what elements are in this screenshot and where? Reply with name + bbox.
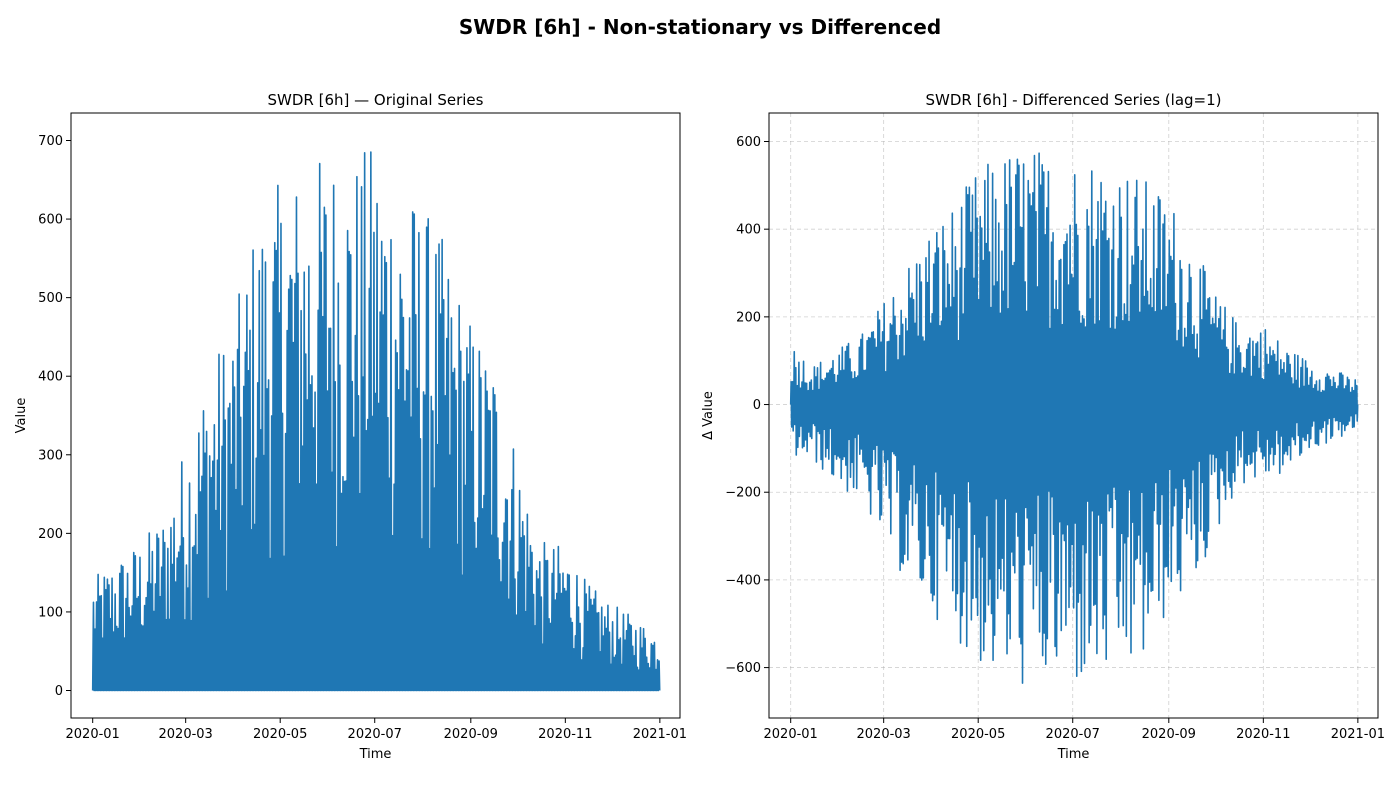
y-tick-label: 200	[736, 310, 761, 325]
x-tick-label: 2020-09	[444, 727, 498, 742]
y-tick-label: −200	[725, 486, 761, 501]
y-tick-label: 700	[38, 134, 63, 149]
figure-suptitle: SWDR [6h] - Non-stationary vs Difference…	[459, 15, 941, 39]
y-tick-label: 400	[736, 223, 761, 238]
chart-title: SWDR [6h] — Original Series	[268, 91, 484, 109]
x-tick-label: 2020-01	[66, 727, 120, 742]
y-tick-label: 500	[38, 291, 63, 306]
x-axis-label: Time	[1057, 747, 1090, 762]
x-axis-label: Time	[359, 747, 392, 762]
x-tick-label: 2020-07	[348, 727, 402, 742]
y-tick-label: −400	[725, 573, 761, 588]
y-tick-label: 300	[38, 448, 63, 463]
x-tick-label: 2020-07	[1046, 727, 1100, 742]
y-tick-label: 200	[38, 527, 63, 542]
series-line	[91, 151, 661, 692]
x-tick-label: 2020-01	[764, 727, 818, 742]
y-tick-label: 600	[736, 135, 761, 150]
x-tick-label: 2020-11	[1236, 727, 1290, 742]
x-tick-label: 2020-11	[538, 727, 592, 742]
y-tick-label: −600	[725, 661, 761, 676]
y-tick-label: 0	[55, 684, 63, 699]
x-tick-label: 2021-01	[1331, 727, 1385, 742]
y-tick-label: 600	[38, 213, 63, 228]
y-axis-label: Δ Value	[701, 391, 716, 440]
x-tick-label: 2021-01	[633, 727, 687, 742]
plot-frame	[768, 112, 1379, 719]
plot-frame	[70, 112, 681, 719]
series-line	[789, 152, 1359, 684]
chart-differenced-series: 2020-01 2020-03 2020-05 2020-07 2020-09 2020-…	[701, 91, 1385, 762]
x-tick-label: 2020-05	[253, 727, 307, 742]
x-tick-label: 2020-03	[159, 727, 213, 742]
y-axis-label: Value	[14, 398, 29, 434]
chart-original-series: 2020-01 2020-03 2020-05 2020-07 2020-09 2020-…	[14, 91, 687, 762]
x-tick-label: 2020-05	[951, 727, 1005, 742]
y-tick-label: 0	[753, 398, 761, 413]
y-tick-label: 400	[38, 370, 63, 385]
y-tick-label: 100	[38, 605, 63, 620]
x-tick-label: 2020-09	[1142, 727, 1196, 742]
x-tick-label: 2020-03	[857, 727, 911, 742]
chart-title: SWDR [6h] - Differenced Series (lag=1)	[925, 91, 1221, 109]
